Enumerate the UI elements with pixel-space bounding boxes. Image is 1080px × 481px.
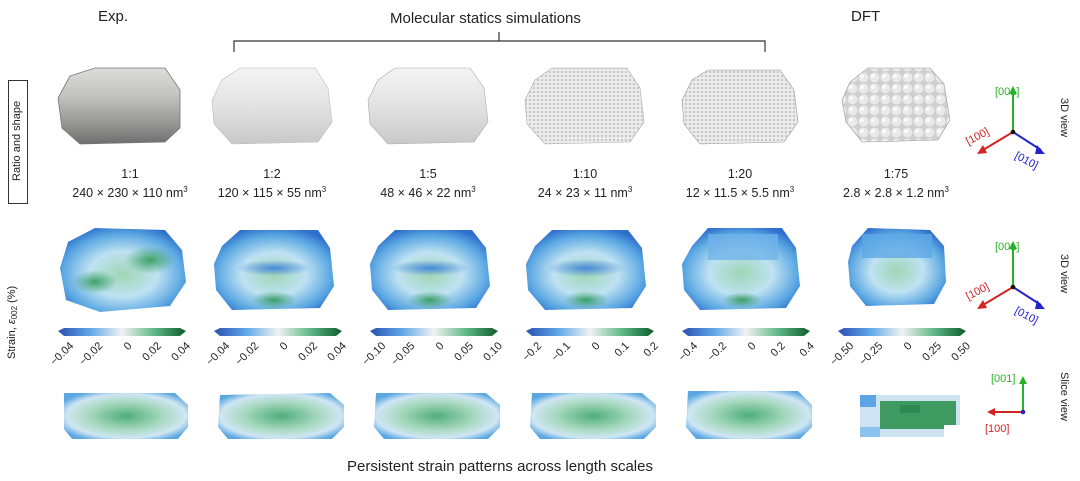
ratio-exponent: 3 (321, 185, 327, 194)
colorbar-tick: 0.04 (168, 340, 193, 364)
simulations-bracket (233, 32, 766, 52)
colorbar-tick: 0.2 (768, 340, 788, 360)
ratio-dims: 240 × 230 × 110 nm (72, 186, 184, 201)
colorbar-tick: −0.4 (676, 340, 701, 364)
axis-x-label: [100] (985, 423, 1009, 435)
colorbar-0 (58, 328, 186, 336)
ratio-exponent: 3 (183, 185, 188, 194)
axes-triad-2: [001] [100] [010] (965, 241, 1045, 327)
slice-1-5 (374, 393, 500, 439)
shape-1-10 (524, 67, 645, 145)
slice-1-2 (218, 393, 344, 439)
colorbar-5 (838, 328, 966, 336)
axis-z-label: [001] (991, 373, 1015, 385)
slice-dft (860, 395, 960, 437)
header-dft: DFT (851, 8, 881, 25)
colorbar-tick: 0.02 (139, 340, 164, 364)
colorbar-tick: 0.25 (919, 340, 944, 364)
colorbar-tick: −0.25 (857, 340, 886, 369)
colorbar-tick: 0.1 (612, 340, 632, 360)
ratio-caption-4: 1:20 12 × 11.5 × 5.5 nm3 (655, 167, 825, 201)
colorbar-row (58, 328, 966, 336)
colorbar-tick: −0.04 (204, 340, 233, 369)
ratio-value: 1:75 (883, 167, 909, 181)
colorbar-tick: −0.1 (549, 340, 574, 364)
shape-exp (57, 67, 181, 145)
colorbar-tick: −0.2 (705, 340, 730, 364)
shape-1-75 (841, 67, 951, 143)
axis-z-label: [001] (995, 86, 1019, 98)
axis-x-label: [100] (965, 126, 991, 148)
colorbar-tick: −0.50 (828, 340, 857, 369)
ratio-value: 1:2 (263, 167, 281, 181)
footer-caption: Persistent strain patterns across length… (347, 458, 653, 475)
shape-1-5 (367, 67, 489, 145)
ratio-caption-3: 1:10 24 × 23 × 11 nm3 (500, 167, 670, 201)
ratio-exponent: 3 (627, 185, 633, 194)
strain-3d-1-5 (370, 230, 490, 310)
slice-1-20 (686, 391, 812, 439)
slice-1-10 (530, 393, 656, 439)
shape-1-2 (211, 67, 333, 145)
ratio-dims: 120 × 115 × 55 nm (217, 186, 322, 201)
colorbar-tick: −0.2 (520, 340, 545, 364)
side-label-3d-view-1: 3D view (1058, 98, 1070, 138)
axis-x-label: [100] (965, 281, 991, 303)
ratio-caption-5: 1:75 2.8 × 2.8 × 1.2 nm3 (811, 167, 981, 201)
colorbar-tick: 0.2 (641, 340, 661, 360)
strain-3d-row (60, 228, 946, 312)
strain-3d-1-10 (526, 230, 646, 310)
side-label-slice-view: Slice view (1058, 372, 1070, 421)
strain-3d-1-75 (848, 228, 946, 306)
colorbar-tick: −0.10 (360, 340, 389, 369)
strain-3d-1-20 (682, 228, 800, 310)
strain-3d-exp (60, 228, 186, 312)
ratio-dims: 2.8 × 2.8 × 1.2 nm (843, 186, 945, 201)
ratio-value: 1:20 (727, 167, 753, 181)
ratio-dims: 24 × 23 × 11 nm (537, 186, 628, 201)
colorbar-4 (682, 328, 810, 336)
shape-row (57, 67, 951, 145)
colorbar-tick: −0.02 (77, 340, 106, 369)
colorbar-tick: −0.04 (48, 340, 77, 369)
ratio-caption-1: 1:2 120 × 115 × 55 nm3 (187, 167, 357, 201)
ratio-caption-0: 1:1 240 × 230 × 110 nm3 (45, 167, 215, 201)
ratio-value: 1:5 (419, 167, 437, 181)
colorbar-2 (370, 328, 498, 336)
axes-triad-1: [001] [100] [010] (965, 86, 1045, 172)
colorbar-tick: −0.05 (389, 340, 418, 369)
colorbar-tick: 0.02 (295, 340, 320, 364)
axis-z-label: [001] (995, 241, 1019, 253)
colorbar-3 (526, 328, 654, 336)
axes-slice: [001] [100] (985, 373, 1027, 435)
header-exp: Exp. (98, 8, 129, 25)
colorbar-tick: 0.05 (451, 340, 476, 364)
ratio-dims: 48 × 46 × 22 nm (380, 186, 472, 201)
side-label-3d-view-2: 3D view (1058, 254, 1070, 294)
ratio-exponent: 3 (471, 185, 476, 194)
ratio-shape-box: Ratio and shape (8, 80, 28, 204)
colorbar-tick: 0.50 (948, 340, 973, 364)
ratio-value: 1:10 (572, 167, 598, 181)
header-molecular-statics: Molecular statics simulations (390, 10, 581, 27)
ratio-exponent: 3 (789, 185, 795, 194)
ratio-exponent: 3 (944, 185, 949, 194)
colorbar-tick: −0.02 (233, 340, 262, 369)
colorbar-tick: 0.4 (797, 340, 817, 360)
strain-3d-1-2 (214, 230, 334, 310)
colorbar-tick: 0.10 (480, 340, 505, 364)
ratio-dims: 12 × 11.5 × 5.5 nm (685, 186, 790, 201)
shape-1-20 (681, 69, 799, 145)
colorbar-tick: 0.04 (324, 340, 349, 364)
ratio-caption-2: 1:5 48 × 46 × 22 nm3 (343, 167, 513, 201)
ratio-value: 1:1 (121, 167, 139, 181)
colorbar-1 (214, 328, 342, 336)
slice-exp (64, 393, 188, 439)
slice-row (64, 391, 960, 439)
